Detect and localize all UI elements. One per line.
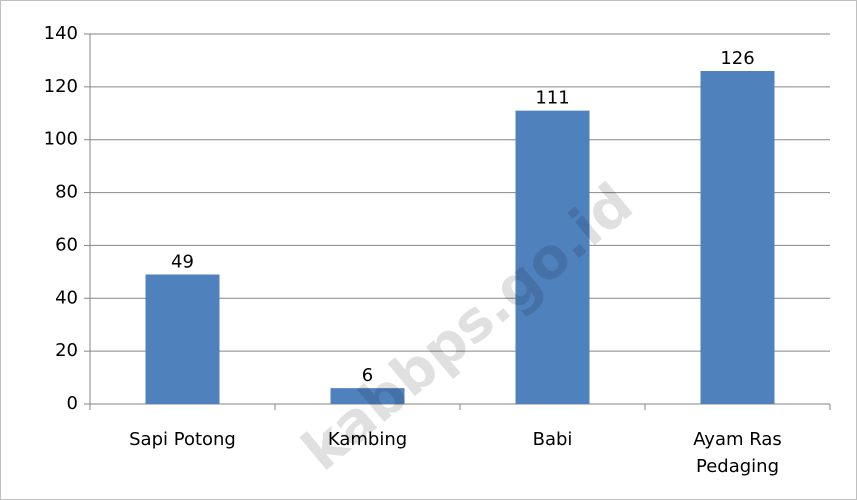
y-tick-label: 120: [44, 76, 78, 97]
x-tick-label: Ayam Ras Pedaging: [693, 429, 782, 477]
y-tick-label: 140: [44, 23, 78, 44]
data-label: 126: [720, 48, 754, 69]
bar: [515, 110, 590, 405]
data-label: 49: [171, 252, 194, 273]
x-tick-label: Kambing: [327, 429, 408, 450]
y-tick-label: 40: [55, 287, 78, 308]
bar: [700, 71, 775, 404]
x-tick-label: Sapi Potong: [129, 429, 236, 450]
y-tick-label: 80: [55, 182, 78, 203]
bar: [330, 388, 405, 404]
y-tick-label: 60: [55, 234, 78, 255]
y-tick-label: 0: [67, 393, 78, 414]
data-label: 6: [362, 365, 373, 386]
bar: [145, 274, 220, 404]
y-tick-label: 20: [55, 340, 78, 361]
x-tick-label: Babi: [532, 429, 573, 450]
data-label: 111: [535, 88, 569, 109]
y-tick-label: 100: [44, 129, 78, 150]
